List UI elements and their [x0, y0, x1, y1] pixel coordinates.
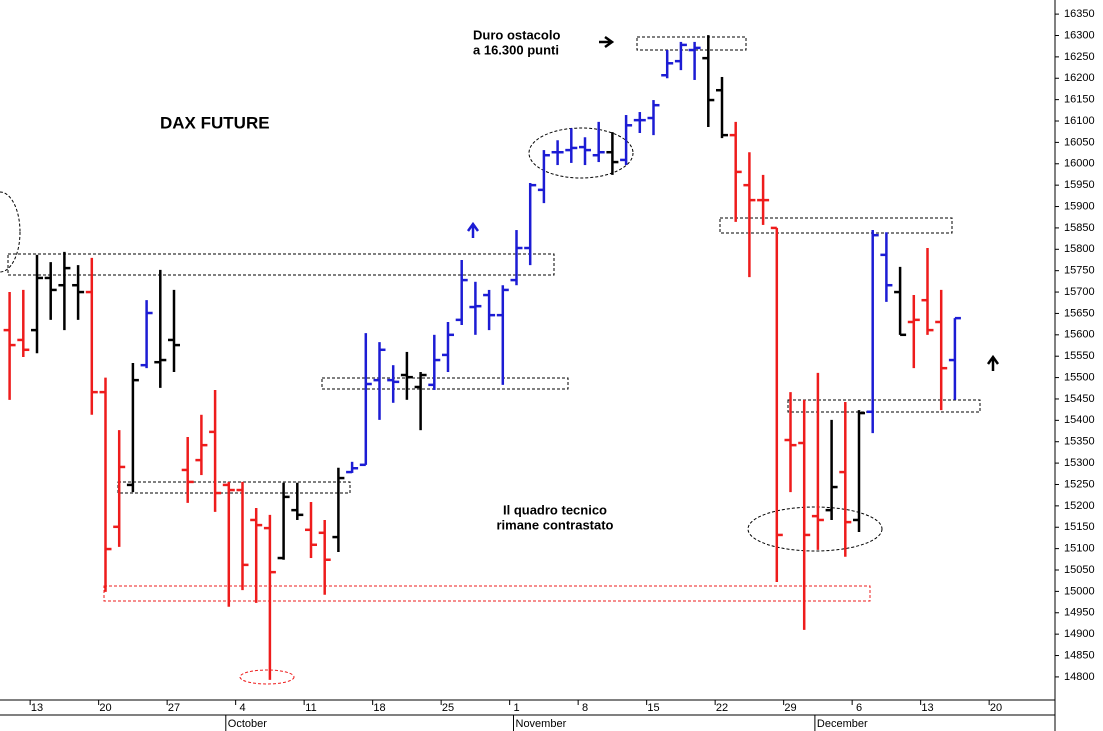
chart-title: DAX FUTURE	[160, 113, 270, 132]
x-tick-label: 18	[373, 702, 385, 714]
y-tick-label: 14900	[1064, 628, 1095, 640]
resistance-box	[7, 253, 555, 276]
arrow-up	[466, 221, 480, 238]
y-tick-label: 15700	[1064, 286, 1095, 298]
x-tick-label: 6	[856, 702, 862, 714]
month-label: December	[817, 718, 868, 730]
x-tick-label: 29	[784, 702, 796, 714]
x-tick-label: 15	[647, 702, 659, 714]
y-tick-label: 15950	[1064, 179, 1095, 191]
y-tick-label: 16300	[1064, 29, 1095, 41]
y-tick-label: 15850	[1064, 222, 1095, 234]
ellipse	[747, 506, 883, 552]
y-tick-label: 14950	[1064, 607, 1095, 619]
month-label: November	[516, 718, 567, 730]
y-tick-label: 16100	[1064, 115, 1095, 127]
ellipse	[528, 127, 634, 179]
resistance-box	[636, 36, 747, 51]
y-tick-label: 14850	[1064, 649, 1095, 661]
annotation: a 16.300 punti	[473, 42, 559, 57]
y-tick-label: 15800	[1064, 243, 1095, 255]
y-tick-label: 16250	[1064, 51, 1095, 63]
y-tick-label: 15400	[1064, 414, 1095, 426]
y-tick-label: 15200	[1064, 500, 1095, 512]
y-tick-label: 15750	[1064, 265, 1095, 277]
support-box	[117, 481, 351, 494]
y-tick-label: 16200	[1064, 72, 1095, 84]
arrow-up	[986, 354, 1000, 371]
annotation: Il quadro tecnico	[503, 502, 607, 517]
y-tick-label: 15450	[1064, 393, 1095, 405]
decorations	[0, 35, 1000, 685]
y-tick-label: 15250	[1064, 478, 1095, 490]
y-tick-label: 15050	[1064, 564, 1095, 576]
annotation: rimane contrastato	[496, 517, 613, 532]
month-label: October	[228, 718, 267, 730]
y-tick-label: 15900	[1064, 200, 1095, 212]
x-tick-label: 27	[168, 702, 180, 714]
y-tick-label: 16150	[1064, 94, 1095, 106]
support-box	[321, 377, 569, 390]
x-tick-label: 8	[582, 702, 588, 714]
x-tick-label: 4	[239, 702, 245, 714]
y-tick-label: 14800	[1064, 671, 1095, 683]
x-tick-label: 20	[990, 702, 1002, 714]
y-tick-label: 15650	[1064, 307, 1095, 319]
resistance-box	[719, 217, 953, 234]
y-tick-label: 15100	[1064, 543, 1095, 555]
x-tick-label: 25	[442, 702, 454, 714]
ellipse	[0, 191, 21, 273]
y-tick-label: 15600	[1064, 329, 1095, 341]
support-box	[787, 399, 981, 413]
x-tick-label: 20	[99, 702, 111, 714]
y-tick-label: 15150	[1064, 521, 1095, 533]
annotation: Duro ostacolo	[473, 27, 560, 42]
y-tick-label: 15350	[1064, 436, 1095, 448]
x-tick-label: 13	[31, 702, 43, 714]
x-tick-label: 1	[513, 702, 519, 714]
x-tick-label: 22	[716, 702, 728, 714]
x-tick-label: 11	[305, 702, 316, 714]
y-tick-label: 15550	[1064, 350, 1095, 362]
y-tick-label: 15300	[1064, 457, 1095, 469]
y-tick-label: 16350	[1064, 8, 1095, 20]
y-tick-label: 16050	[1064, 136, 1095, 148]
y-tick-label: 15000	[1064, 585, 1095, 597]
y-tick-label: 15500	[1064, 371, 1095, 383]
support-box	[103, 585, 871, 602]
x-tick-label: 13	[921, 702, 933, 714]
ellipse	[239, 669, 295, 685]
arrow-right	[599, 35, 615, 49]
y-tick-label: 16000	[1064, 158, 1095, 170]
